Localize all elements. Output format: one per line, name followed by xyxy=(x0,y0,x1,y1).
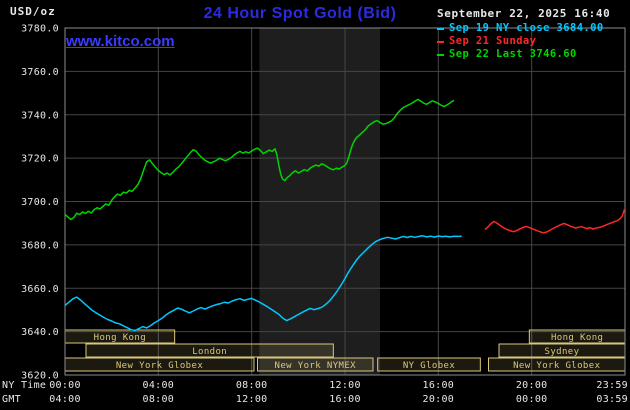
x-tick-ny-time: 12:00 xyxy=(329,380,361,391)
x-tick-ny-time: 16:00 xyxy=(423,380,455,391)
session-label: London xyxy=(192,347,227,357)
session-label: Sydney xyxy=(545,347,580,357)
legend-line-swatch xyxy=(437,40,444,43)
x-tick-gmt: 16:00 xyxy=(329,394,361,405)
y-tick-label: 3660.0 xyxy=(21,284,59,295)
y-tick-label: 3700.0 xyxy=(21,197,59,208)
session-label: Hong Kong xyxy=(551,333,603,343)
x-tick-ny-time: 08:00 xyxy=(236,380,268,391)
session-box-new-york-nymex xyxy=(257,357,374,372)
price-line-sep19 xyxy=(64,235,462,332)
info-panel: September 22, 2025 16:40 Sep 19 NY close… xyxy=(437,7,629,61)
legend-item-sep22: Sep 22 Last 3746.60 xyxy=(437,48,629,61)
y-tick-label: 3720.0 xyxy=(21,154,59,165)
kitco-website-link[interactable]: www.kitco.com xyxy=(66,33,175,50)
legend-label: Sep 21 Sunday xyxy=(449,35,537,47)
session-label: NY Globex xyxy=(403,361,456,371)
ny-time-axis-label: NY Time xyxy=(2,380,46,391)
y-axis-units-label: USD/oz xyxy=(10,5,56,18)
y-tick-label: 3760.0 xyxy=(21,67,59,78)
legend-label: Sep 19 NY close 3684.00 xyxy=(449,22,604,34)
y-tick-label: 3740.0 xyxy=(21,110,59,121)
y-tick-label: 3680.0 xyxy=(21,240,59,251)
plot-border xyxy=(64,27,626,376)
session-box-ny-globex xyxy=(377,357,481,372)
x-tick-gmt: 20:00 xyxy=(423,394,455,405)
y-tick-label: 3620.0 xyxy=(21,371,59,382)
x-tick-gmt: 08:00 xyxy=(143,394,175,405)
session-label: Hong Kong xyxy=(94,333,146,343)
x-tick-ny-time: 23:59 xyxy=(596,380,628,391)
timestamp: September 22, 2025 16:40 xyxy=(437,7,611,20)
price-line-sep21 xyxy=(484,209,626,234)
session-label: New York Globex xyxy=(513,361,600,371)
session-box-london xyxy=(85,343,334,358)
chart-title: 24 Hour Spot Gold (Bid) xyxy=(203,5,397,22)
legend-item-sep19: Sep 19 NY close 3684.00 xyxy=(437,22,629,35)
price-line-sep22 xyxy=(64,98,455,221)
x-tick-ny-time: 00:00 xyxy=(49,380,81,391)
legend-line-swatch xyxy=(437,27,444,30)
legend: Sep 19 NY close 3684.00 Sep 21 Sunday Sep … xyxy=(437,22,629,61)
x-tick-ny-time: 20:00 xyxy=(516,380,548,391)
x-tick-gmt: 00:00 xyxy=(516,394,548,405)
legend-label: Sep 22 Last 3746.60 xyxy=(449,48,577,60)
x-tick-gmt: 12:00 xyxy=(236,394,268,405)
x-tick-gmt: 03:59 xyxy=(596,394,628,405)
x-tick-ny-time: 04:00 xyxy=(143,380,175,391)
legend-line-swatch xyxy=(437,53,444,56)
session-label: New York Globex xyxy=(116,361,203,371)
session-label: New York NYMEX xyxy=(275,361,357,371)
x-tick-gmt: 04:00 xyxy=(49,394,81,405)
gmt-axis-label: GMT xyxy=(2,394,21,405)
legend-item-sep21: Sep 21 Sunday xyxy=(437,35,629,48)
y-tick-label: 3640.0 xyxy=(21,327,59,338)
y-tick-label: 3780.0 xyxy=(21,24,59,35)
